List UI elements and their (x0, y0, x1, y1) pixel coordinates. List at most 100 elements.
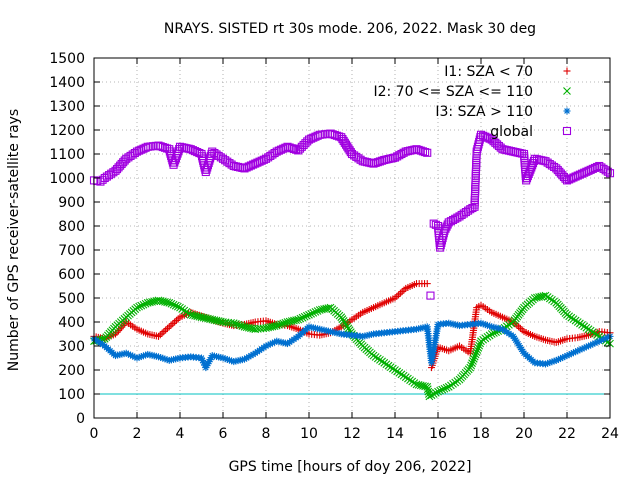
y-tick-label: 900 (58, 195, 85, 211)
data-point (210, 148, 219, 158)
legend-label: I1: SZA < 70 (444, 64, 533, 80)
data-point (471, 169, 480, 178)
data-point (423, 385, 432, 394)
x-tick-label: 22 (558, 426, 576, 442)
data-point (575, 170, 584, 179)
data-point (429, 219, 438, 228)
data-point (487, 330, 496, 338)
data-point (350, 151, 359, 160)
data-point (292, 316, 300, 324)
data-point (395, 291, 403, 299)
data-point (423, 280, 431, 288)
x-tick-label: 24 (601, 426, 619, 442)
data-point (470, 352, 479, 361)
data-point (162, 326, 170, 334)
data-point (429, 390, 438, 398)
data-point (421, 148, 430, 157)
data-point (473, 346, 482, 354)
data-point (281, 143, 290, 152)
series-3 (90, 319, 614, 372)
data-point (221, 156, 230, 165)
data-point (426, 291, 435, 300)
data-point (442, 222, 451, 231)
x-axis-label: GPS time [hours of doy 206, 2022] (229, 459, 472, 475)
data-point (223, 157, 232, 166)
x-tick-label: 14 (386, 426, 404, 442)
data-point (169, 320, 177, 328)
y-tick-label: 1500 (49, 51, 85, 67)
data-point (347, 149, 357, 159)
data-point (208, 147, 217, 156)
data-point (471, 182, 480, 191)
data-point (520, 156, 529, 165)
data-point (133, 303, 141, 312)
data-point (167, 299, 176, 308)
data-point (399, 148, 408, 157)
data-point (396, 289, 404, 297)
data-point (236, 321, 245, 330)
data-point (296, 314, 305, 323)
data-point (471, 350, 480, 359)
data-point (398, 288, 406, 296)
data-point (193, 148, 202, 157)
data-point (229, 319, 238, 328)
data-point (471, 187, 480, 196)
x-tick-label: 10 (300, 426, 318, 442)
axis-ticks: 0 2 4 6 8 10 12 14 16 18 20 22 240100200300400500600… (49, 51, 619, 442)
data-point (472, 154, 481, 163)
y-tick-label: 1300 (49, 99, 85, 115)
data-point (171, 318, 179, 326)
data-point (279, 319, 288, 328)
y-tick-label: 1200 (49, 123, 85, 139)
data-point (599, 164, 608, 173)
x-tick-label: 6 (219, 426, 228, 442)
y-tick-label: 800 (58, 219, 85, 235)
data-point (264, 153, 273, 162)
x-tick-label: 12 (343, 426, 361, 442)
data-point (102, 172, 111, 181)
x-tick-label: 4 (176, 426, 185, 442)
data-point (471, 189, 480, 198)
data-point (309, 308, 318, 317)
x-tick-label: 8 (262, 426, 271, 442)
data-point (107, 169, 116, 178)
y-tick-label: 200 (58, 363, 85, 379)
data-point (275, 320, 283, 329)
data-point (472, 151, 481, 161)
data-point (466, 205, 475, 214)
data-point (547, 161, 557, 170)
data-point (289, 144, 299, 154)
data-point (279, 144, 288, 153)
data-point (307, 309, 316, 318)
grid-lines (94, 58, 610, 418)
data-point (141, 299, 150, 308)
data-point (352, 152, 361, 161)
x-tick-label: 0 (90, 426, 99, 442)
data-point (565, 175, 574, 184)
y-axis-label: Number of GPS receiver-satellite rays (6, 109, 22, 371)
data-point (453, 213, 462, 222)
x-tick-label: 20 (515, 426, 533, 442)
series-4 (89, 129, 615, 300)
data-point (126, 151, 135, 160)
data-point (461, 208, 471, 217)
data-point (249, 160, 258, 169)
data-point (469, 354, 478, 363)
data-point (238, 322, 247, 330)
data-point (471, 167, 480, 176)
data-point (227, 160, 236, 169)
legend-marker (562, 126, 572, 136)
data-point (270, 322, 279, 330)
data-point (541, 157, 550, 166)
data-point (139, 300, 148, 309)
y-tick-label: 700 (58, 243, 85, 259)
data-point (277, 320, 285, 329)
data-point (227, 319, 235, 327)
data-point (137, 145, 146, 154)
data-point (431, 388, 440, 397)
data-point (470, 191, 480, 200)
data-point (597, 163, 606, 172)
data-point (216, 153, 225, 162)
data-point (137, 301, 146, 310)
